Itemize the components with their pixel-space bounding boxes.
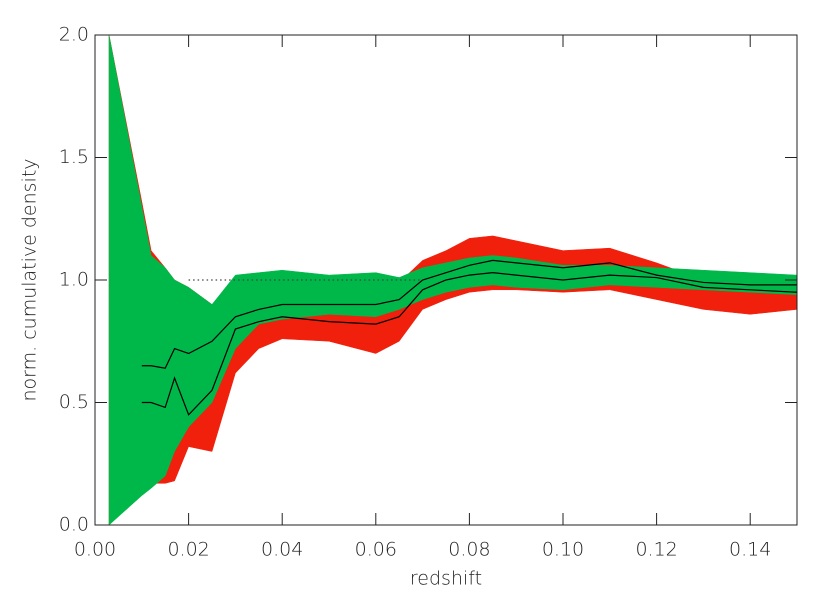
x-tick-label: 0.10 [542,539,584,561]
y-tick-label: 0.5 [59,391,89,413]
x-tick-label: 0.14 [729,539,771,561]
y-tick-label: 1.5 [59,146,89,168]
x-tick-label: 0.12 [635,539,677,561]
x-tick-label: 0.04 [261,539,303,561]
y-axis-label: norm. cumulative density [19,158,41,401]
y-tick-label: 0.0 [59,514,89,536]
line [141,272,798,416]
x-tick-label: 0.08 [448,539,490,561]
x-axis-label: redshift [410,568,482,590]
line [141,259,797,369]
x-tick-label: 0.02 [167,539,209,561]
y-tick-label: 2.0 [59,24,89,46]
y-tick-label: 1.0 [59,269,89,291]
x-tick-label: 0.00 [74,539,116,561]
x-tick-label: 0.06 [355,539,397,561]
